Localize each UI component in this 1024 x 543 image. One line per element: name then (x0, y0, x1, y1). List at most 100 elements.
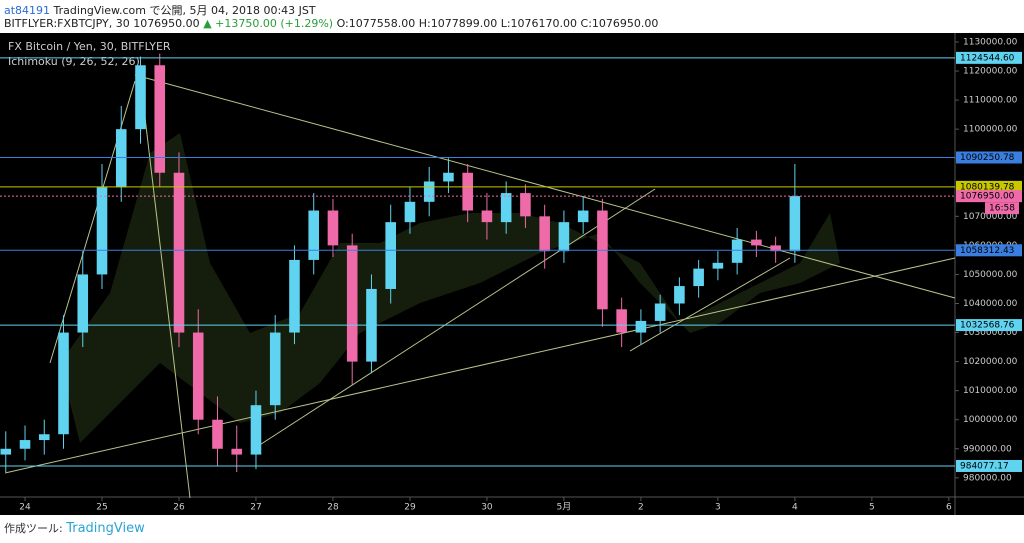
candle-body (789, 196, 801, 252)
chart: FX Bitcoin / Yen, 30, BITFLYER Ichimoku … (0, 33, 1024, 515)
y-tick-label: 1050000.00 (963, 270, 1018, 280)
candle-body (212, 419, 223, 449)
background (0, 33, 1024, 515)
candle-body (289, 259, 300, 333)
candle-body (597, 210, 608, 310)
candle-body (731, 239, 743, 263)
price-level-box (956, 51, 1022, 64)
candle-body (674, 286, 685, 304)
y-tick-label: 1020000.00 (963, 357, 1018, 367)
ohlc-close: C:1076950.00 (580, 17, 659, 30)
y-tick-label: 1010000.00 (963, 386, 1018, 396)
x-tick-label: 28 (327, 503, 339, 513)
candle-body (462, 172, 473, 211)
candle-body (173, 172, 185, 333)
x-tick-label: 30 (481, 503, 493, 513)
candle-body (0, 448, 12, 455)
x-tick-label: 6 (946, 503, 952, 513)
price-level-box (956, 244, 1022, 257)
candle-body (96, 187, 108, 275)
candle-body (154, 65, 166, 173)
candle-body (19, 440, 31, 449)
candle-body (635, 320, 647, 333)
candle-body (520, 193, 531, 217)
candle-body (712, 262, 724, 269)
chart-title: FX Bitcoin / Yen, 30, BITFLYER (8, 40, 171, 53)
publish-line: at84191 TradingView.com で公開, 5月 04, 2018… (4, 2, 316, 18)
price-level-box (956, 319, 1022, 332)
candle-body (500, 193, 512, 223)
y-tick-label: 1100000.00 (963, 125, 1018, 135)
countdown-box (985, 202, 1019, 215)
x-tick-label: 27 (250, 503, 261, 513)
candle-body (231, 448, 243, 455)
price-level-label: 1032568.76 (960, 321, 1015, 331)
ohlc-open: O:1077558.00 (336, 17, 416, 30)
candle-body (404, 201, 416, 223)
indicator: Ichimoku (9, 26, 52, 26) (8, 55, 140, 68)
x-tick-label: 3 (715, 503, 721, 513)
y-tick-label: 1030000.00 (963, 328, 1018, 338)
candle-body (308, 210, 320, 260)
candle-body (770, 245, 781, 252)
candle-body (192, 332, 204, 420)
candle-body (751, 239, 762, 246)
candle-body (423, 181, 435, 202)
y-tick-label: 1120000.00 (963, 67, 1018, 77)
price-level-label: 1080139.78 (960, 182, 1015, 192)
candle-body (693, 268, 704, 287)
price-level-box (956, 190, 1022, 203)
candle-body (616, 309, 627, 333)
user[interactable]: at84191 (4, 4, 51, 17)
candle-body (481, 210, 493, 223)
candle-body (558, 222, 570, 252)
y-tick-label: 1070000.00 (963, 212, 1018, 222)
y-tick-label: 1110000.00 (963, 96, 1018, 106)
x-tick-label: 5月 (557, 502, 572, 513)
candle-body (443, 172, 454, 182)
price-level-label: 1058312.43 (960, 246, 1014, 256)
candle-body (58, 332, 69, 435)
price-level-box (956, 180, 1022, 193)
x-tick-label: 2 (638, 503, 644, 513)
candle-body (38, 434, 50, 441)
price-level-box (956, 459, 1022, 472)
change: ▲ +13750.00 (+1.29%) (203, 17, 334, 30)
candle-body (385, 222, 396, 289)
candle-body (539, 216, 550, 252)
x-tick-label: 4 (792, 503, 798, 513)
footer-label: 作成ツール: (4, 522, 63, 535)
countdown: 16:58 (989, 204, 1015, 214)
ohlc-low: L:1076170.00 (500, 17, 578, 30)
candle-body (77, 274, 89, 333)
candle-body (135, 65, 146, 130)
published: TradingView.com で公開, 5月 04, 2018 00:43 J… (53, 4, 316, 17)
price-level-label: 1124544.60 (960, 53, 1015, 63)
symbol: BITFLYER:FXBTCJPY, 30 1076950.00 (4, 17, 200, 30)
price-level-label: 1090250.78 (960, 153, 1015, 163)
x-tick-label: 24 (19, 503, 31, 513)
candle-body (269, 332, 281, 406)
price-level-box (956, 151, 1022, 164)
x-tick-label: 25 (96, 503, 107, 513)
ohlc-high: H:1077899.00 (418, 17, 498, 30)
y-tick-label: 1040000.00 (963, 299, 1018, 309)
y-tick-label: 1130000.00 (963, 38, 1018, 48)
ichimoku-cloud (60, 133, 840, 443)
candle-body (577, 210, 589, 223)
candle-body (654, 303, 666, 321)
y-tick-label: 1000000.00 (963, 415, 1018, 425)
symbol-line: BITFLYER:FXBTCJPY, 30 1076950.00 ▲ +1375… (4, 17, 658, 30)
y-tick-label: 980000.00 (963, 473, 1012, 483)
candle-body (115, 129, 127, 188)
candle-body (250, 405, 262, 455)
candle-body (346, 245, 358, 362)
price-level-label: 1076950.00 (960, 192, 1015, 202)
y-tick-label: 990000.00 (963, 444, 1012, 454)
footer: 作成ツール: TradingView (4, 520, 145, 536)
brand[interactable]: TradingView (66, 521, 145, 536)
x-tick-label: 5 (869, 503, 875, 513)
x-tick-label: 26 (173, 503, 185, 513)
x-tick-label: 29 (404, 503, 416, 513)
